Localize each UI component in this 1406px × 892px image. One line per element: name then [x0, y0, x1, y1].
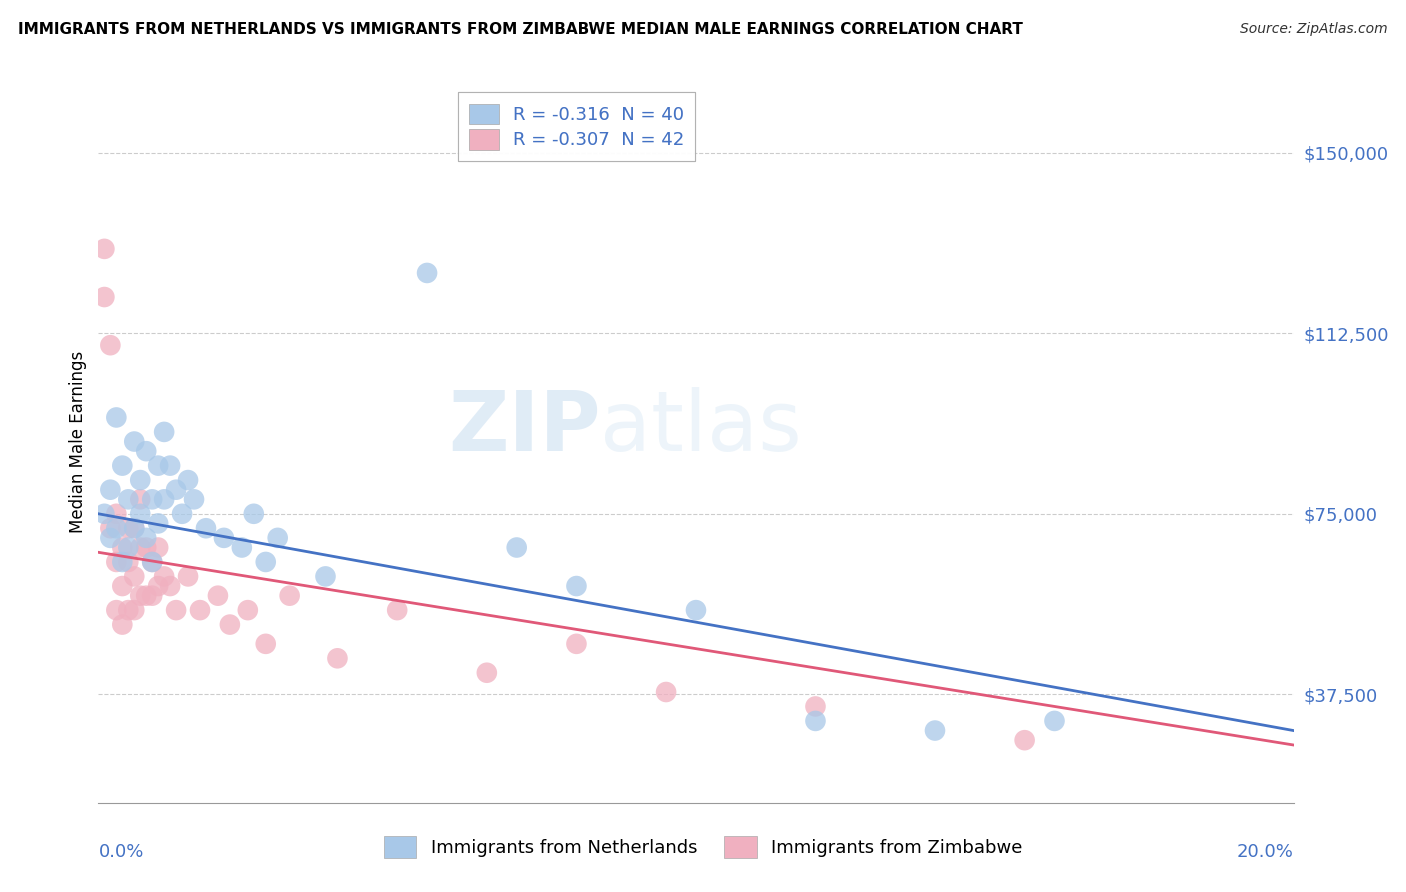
Point [254, 637, 277, 651]
Point [148, 579, 170, 593]
Point [93, 242, 115, 256]
Point [124, 434, 146, 449]
Point [565, 579, 588, 593]
Point [124, 521, 146, 535]
Text: IMMIGRANTS FROM NETHERLANDS VS IMMIGRANTS FROM ZIMBABWE MEDIAN MALE EARNINGS COR: IMMIGRANTS FROM NETHERLANDS VS IMMIGRANT… [18, 22, 1024, 37]
Point [172, 507, 194, 521]
Point [655, 685, 678, 699]
Point [385, 603, 409, 617]
Point [105, 410, 128, 425]
Point [231, 541, 253, 555]
Point [117, 521, 139, 535]
Point [177, 473, 200, 487]
Point [105, 521, 128, 535]
Point [129, 473, 152, 487]
Point [165, 483, 187, 497]
Point [129, 492, 152, 507]
Text: 0.0%: 0.0% [98, 843, 143, 861]
Y-axis label: Median Male Earnings: Median Male Earnings [69, 351, 87, 533]
Point [111, 579, 134, 593]
Point [105, 507, 128, 521]
Legend: Immigrants from Netherlands, Immigrants from Zimbabwe: Immigrants from Netherlands, Immigrants … [377, 829, 1029, 865]
Point [124, 521, 146, 535]
Point [105, 555, 128, 569]
Point [326, 651, 349, 665]
Text: ZIP: ZIP [449, 386, 600, 467]
Point [153, 425, 176, 439]
Point [111, 617, 134, 632]
Point [565, 637, 588, 651]
Point [165, 603, 187, 617]
Point [1014, 733, 1036, 747]
Point [153, 492, 176, 507]
Point [219, 617, 242, 632]
Point [177, 569, 200, 583]
Point [153, 569, 176, 583]
Point [141, 589, 163, 603]
Point [188, 603, 211, 617]
Point [93, 290, 115, 304]
Point [207, 589, 229, 603]
Point [236, 603, 259, 617]
Point [98, 338, 122, 352]
Point [141, 555, 163, 569]
Point [685, 603, 707, 617]
Point [111, 458, 134, 473]
Point [1043, 714, 1066, 728]
Point [475, 665, 498, 680]
Point [804, 714, 827, 728]
Point [129, 589, 152, 603]
Point [98, 531, 122, 545]
Point [135, 589, 157, 603]
Point [267, 531, 290, 545]
Point [212, 531, 235, 545]
Point [117, 555, 139, 569]
Point [183, 492, 205, 507]
Point [98, 521, 122, 535]
Point [124, 603, 146, 617]
Point [159, 579, 181, 593]
Point [159, 458, 181, 473]
Point [924, 723, 946, 738]
Point [254, 555, 277, 569]
Point [135, 541, 157, 555]
Point [117, 603, 139, 617]
Text: atlas: atlas [600, 386, 801, 467]
Point [148, 458, 170, 473]
Point [506, 541, 529, 555]
Point [129, 541, 152, 555]
Point [195, 521, 218, 535]
Legend: R = -0.316  N = 40, R = -0.307  N = 42: R = -0.316 N = 40, R = -0.307 N = 42 [457, 92, 696, 161]
Text: Source: ZipAtlas.com: Source: ZipAtlas.com [1240, 22, 1388, 37]
Point [124, 569, 146, 583]
Point [117, 492, 139, 507]
Point [93, 507, 115, 521]
Point [141, 555, 163, 569]
Point [135, 531, 157, 545]
Point [804, 699, 827, 714]
Point [278, 589, 301, 603]
Point [243, 507, 266, 521]
Point [111, 555, 134, 569]
Point [148, 516, 170, 531]
Point [129, 507, 152, 521]
Point [111, 541, 134, 555]
Point [148, 541, 170, 555]
Point [141, 492, 163, 507]
Point [105, 603, 128, 617]
Text: 20.0%: 20.0% [1237, 843, 1294, 861]
Point [315, 569, 337, 583]
Point [117, 541, 139, 555]
Point [135, 444, 157, 458]
Point [416, 266, 439, 280]
Point [98, 483, 122, 497]
